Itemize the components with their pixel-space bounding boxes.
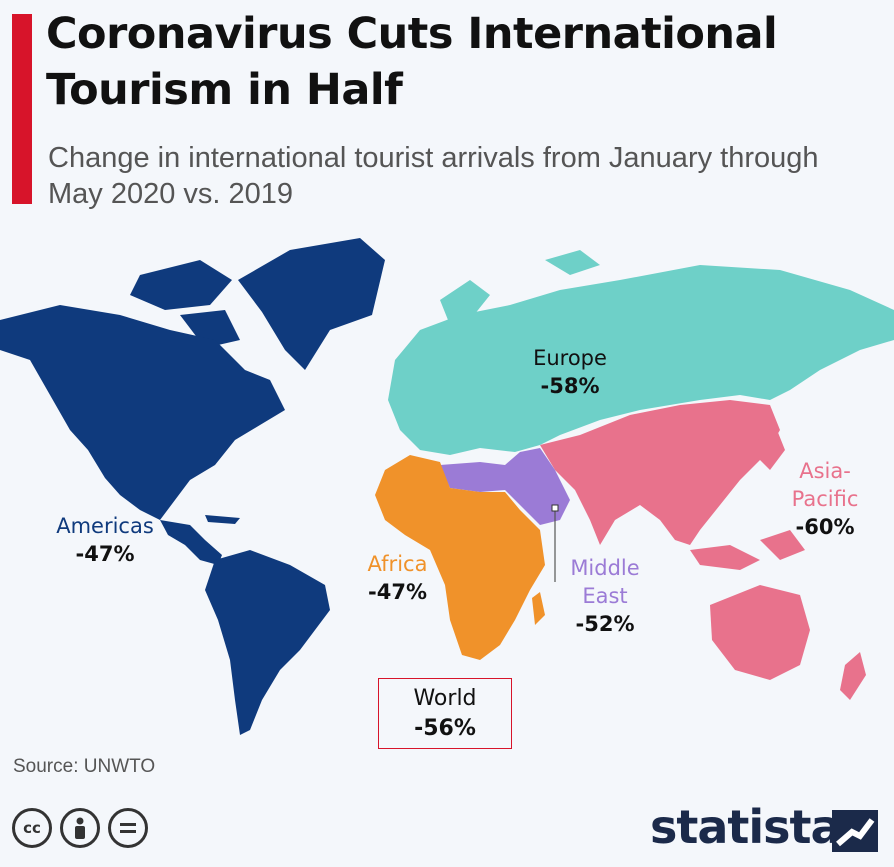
africa-value: -47% [368, 580, 427, 604]
world-value: -56% [414, 716, 476, 741]
asia-pacific-value: -60% [795, 515, 855, 539]
label-africa: Africa -47% [345, 550, 450, 606]
region-europe [388, 250, 894, 455]
region-americas [0, 238, 385, 735]
americas-name: Americas [56, 514, 154, 538]
no-derivatives-icon[interactable] [108, 808, 148, 848]
middle-east-value: -52% [575, 612, 635, 636]
label-asia-pacific: Asia- Pacific -60% [775, 457, 875, 541]
region-asia-pacific [540, 400, 866, 700]
source-note: Source: UNWTO [13, 756, 156, 777]
asia-pacific-name-line1: Asia- [799, 459, 851, 483]
europe-value: -58% [540, 374, 600, 398]
asia-pacific-name-line2: Pacific [791, 487, 859, 511]
middle-east-name-line2: East [582, 584, 628, 608]
label-europe: Europe -58% [500, 344, 640, 400]
americas-value: -47% [75, 542, 135, 566]
label-middle-east: Middle East -52% [550, 554, 660, 638]
cc-icon[interactable]: cc [12, 808, 52, 848]
chart-subtitle: Change in international tourist arrivals… [48, 142, 819, 210]
world-name: World [413, 686, 477, 711]
label-americas: Americas -47% [30, 512, 180, 568]
attribution-icon[interactable] [60, 808, 100, 848]
world-map [0, 238, 894, 735]
accent-bar [12, 14, 32, 204]
region-middle-east [440, 448, 570, 525]
chart-title: Coronavirus Cuts International Tourism i… [46, 9, 778, 115]
statista-logo-icon[interactable] [832, 810, 878, 852]
world-total-box: World -56% [378, 678, 512, 749]
africa-name: Africa [367, 552, 428, 576]
statista-logo-text[interactable]: statista [650, 800, 842, 854]
europe-name: Europe [533, 346, 607, 370]
license-icons: cc [12, 808, 148, 848]
middle-east-name-line1: Middle [570, 556, 640, 580]
region-africa [375, 455, 545, 660]
middle-east-leader-line [551, 504, 559, 582]
